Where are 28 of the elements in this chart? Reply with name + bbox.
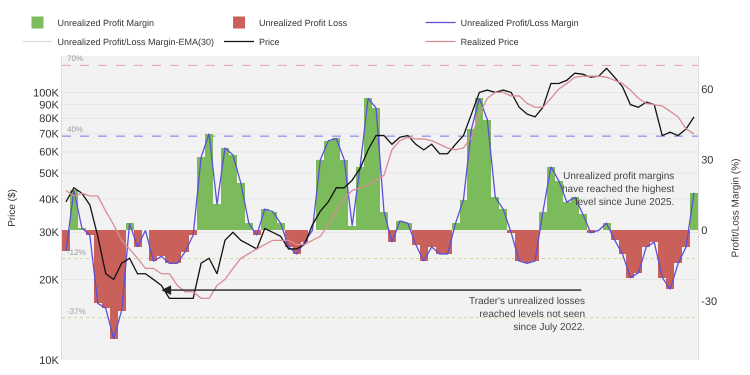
ref-line-label: -12%	[67, 248, 86, 257]
line-series	[65, 98, 695, 340]
legend-label: Price	[259, 37, 280, 48]
y2-tick-label: 30	[701, 154, 714, 167]
legend-label: Unrealized Profit Loss	[259, 18, 348, 28]
ref-line-label: -37%	[67, 307, 86, 316]
y2-tick-label: 60	[701, 84, 714, 96]
legend-label: Unrealized Profit/Loss Margin-EMA(30)	[57, 37, 214, 48]
legend-label: Unrealized Profit/Loss Margin	[460, 18, 579, 28]
y-tick-label: 40K	[39, 194, 60, 206]
ref-line-label: 40%	[67, 125, 84, 134]
y-tick-label: 20K	[39, 274, 60, 286]
y-tick-label: 10K	[39, 354, 60, 367]
y-tick-label: 100K	[33, 87, 60, 100]
y2-tick-label: -30	[701, 296, 718, 308]
y-tick-label: 80K	[39, 113, 60, 126]
y2-axis-title: Profit/Loss Margin (%)	[730, 158, 742, 258]
y-tick-label: 50K	[39, 168, 60, 180]
y-tick-label: 60K	[39, 146, 60, 159]
y2-tick-label: 0	[701, 225, 708, 238]
ref-line-label: 70%	[67, 54, 84, 63]
legend-label: Unrealized Profit Margin	[57, 18, 154, 28]
y-tick-label: 90K	[39, 100, 60, 112]
y-axis-title: Price ($)	[7, 189, 18, 227]
annotation: Trader's unrealized losses reached levels not seen since July 2022.	[469, 296, 586, 333]
y-tick-label: 70K	[39, 128, 60, 141]
y-tick-label: 30K	[39, 227, 60, 240]
legend-label: Realized Price	[460, 37, 519, 48]
